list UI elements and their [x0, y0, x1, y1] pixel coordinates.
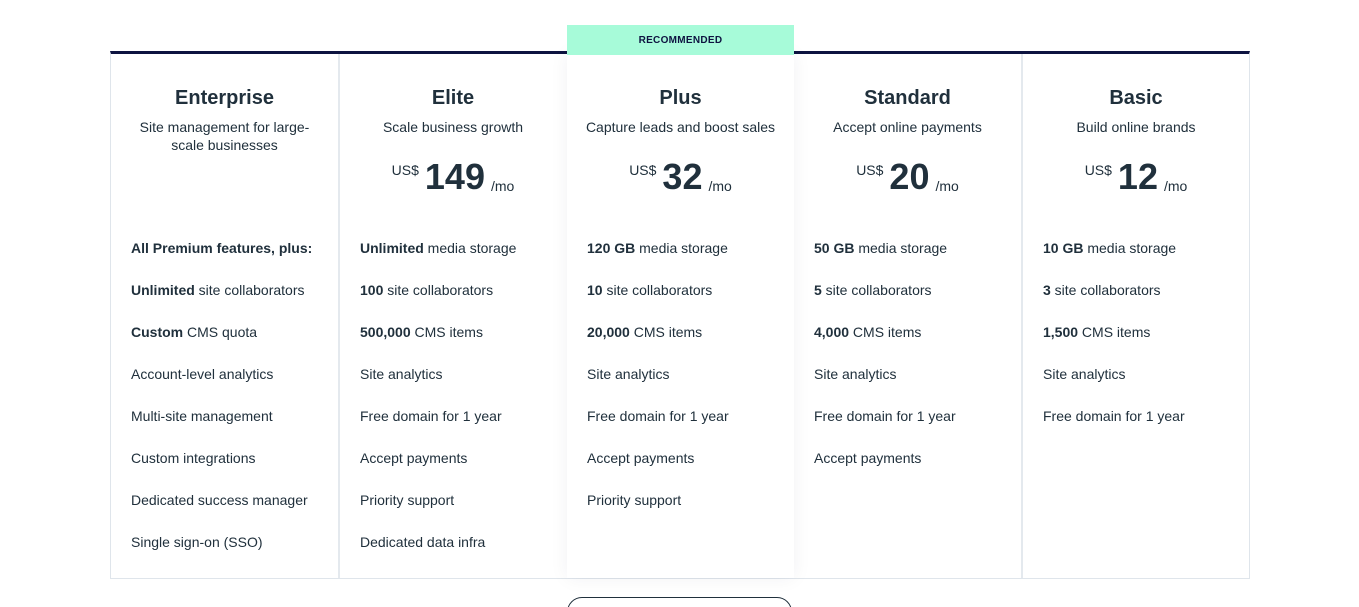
plan-card-plus[interactable]: RECOMMENDED Plus Capture leads and boost…: [567, 25, 794, 578]
plan-name: Plus: [659, 87, 702, 109]
plan-description: Scale business growth: [382, 119, 524, 135]
feature-list: 10 GB media storage 3 site collaborators…: [1043, 238, 1239, 448]
feature-item: Priority support: [587, 492, 682, 508]
pricing-table: Enterprise Site management for large-sca…: [110, 25, 1250, 579]
feature-item: Site analytics: [1043, 366, 1126, 382]
feature-item: 5 site collaborators: [814, 282, 932, 298]
feature-item: 500,000 CMS items: [360, 324, 483, 340]
recommended-badge: RECOMMENDED: [567, 25, 794, 55]
feature-item: Accept payments: [587, 450, 695, 466]
feature-item: Single sign-on (SSO): [131, 534, 263, 550]
feature-item: Accept payments: [360, 450, 468, 466]
feature-item: 1,500 CMS items: [1043, 324, 1151, 340]
feature-item: Dedicated success manager: [131, 492, 308, 508]
plan-description: Site management for large-scale business…: [139, 119, 310, 153]
feature-item: Unlimited site collaborators: [131, 282, 305, 298]
price-period: /mo: [935, 178, 959, 194]
feature-item: Unlimited media storage: [360, 240, 517, 256]
price-amount: 149: [424, 156, 485, 197]
feature-item: 100 site collaborators: [360, 282, 494, 298]
feature-item: Free domain for 1 year: [587, 408, 729, 424]
feature-item: Account-level analytics: [131, 366, 274, 382]
plan-price: US$ 20 /mo: [794, 158, 1021, 196]
feature-list: 50 GB media storage 5 site collaborators…: [814, 238, 1011, 490]
plan-price: US$ 32 /mo: [567, 158, 794, 196]
price-currency: US$: [856, 162, 884, 178]
feature-item: Free domain for 1 year: [814, 408, 956, 424]
plan-card-enterprise[interactable]: Enterprise Site management for large-sca…: [111, 54, 340, 578]
feature-item: Free domain for 1 year: [360, 408, 502, 424]
compare-plans-button[interactable]: [567, 597, 792, 607]
feature-item: Free domain for 1 year: [1043, 408, 1185, 424]
price-period: /mo: [708, 178, 732, 194]
feature-item: Multi-site management: [131, 408, 273, 424]
feature-item: All Premium features, plus:: [131, 240, 313, 256]
feature-item: Dedicated data infra: [360, 534, 486, 550]
feature-item: Custom CMS quota: [131, 324, 258, 340]
feature-item: Site analytics: [814, 366, 897, 382]
plan-card-basic[interactable]: Basic Build online brands US$ 12 /mo 10 …: [1023, 54, 1249, 578]
price-currency: US$: [1084, 162, 1112, 178]
feature-item: Custom integrations: [131, 450, 256, 466]
plan-name: Standard: [864, 87, 951, 109]
plan-name: Basic: [1109, 87, 1163, 109]
feature-item: 20,000 CMS items: [587, 324, 703, 340]
feature-item: Site analytics: [587, 366, 670, 382]
plan-price: US$ 12 /mo: [1023, 158, 1249, 196]
feature-item: 10 GB media storage: [1043, 240, 1177, 256]
price-period: /mo: [1163, 178, 1188, 194]
price-amount: 20: [889, 156, 930, 197]
feature-item: Priority support: [360, 492, 455, 508]
plan-description: Build online brands: [1076, 119, 1196, 135]
feature-list: 120 GB media storage 10 site collaborato…: [587, 238, 784, 532]
feature-list: Unlimited media storage 100 site collabo…: [360, 238, 556, 574]
feature-item: Accept payments: [814, 450, 922, 466]
plan-card-elite[interactable]: Elite Scale business growth US$ 149 /mo …: [340, 54, 566, 578]
feature-item: 10 site collaborators: [587, 282, 713, 298]
price-amount: 32: [662, 156, 703, 197]
plan-name: Enterprise: [175, 87, 274, 109]
price-amount: 12: [1117, 156, 1158, 197]
plan-description: Accept online payments: [833, 119, 982, 135]
price-period: /mo: [490, 178, 515, 194]
feature-list: All Premium features, plus: Unlimited si…: [131, 238, 328, 574]
plan-price: US$ 149 /mo: [340, 158, 566, 196]
plan-card-standard[interactable]: Standard Accept online payments US$ 20 /…: [794, 54, 1023, 578]
plan-name: Elite: [431, 87, 475, 109]
plan-description: Capture leads and boost sales: [585, 119, 776, 135]
feature-item: 4,000 CMS items: [814, 324, 922, 340]
feature-item: Site analytics: [360, 366, 443, 382]
price-currency: US$: [391, 162, 419, 178]
feature-item: 50 GB media storage: [814, 240, 948, 256]
feature-item: 120 GB media storage: [587, 240, 728, 256]
price-currency: US$: [629, 162, 657, 178]
feature-item: 3 site collaborators: [1043, 282, 1161, 298]
